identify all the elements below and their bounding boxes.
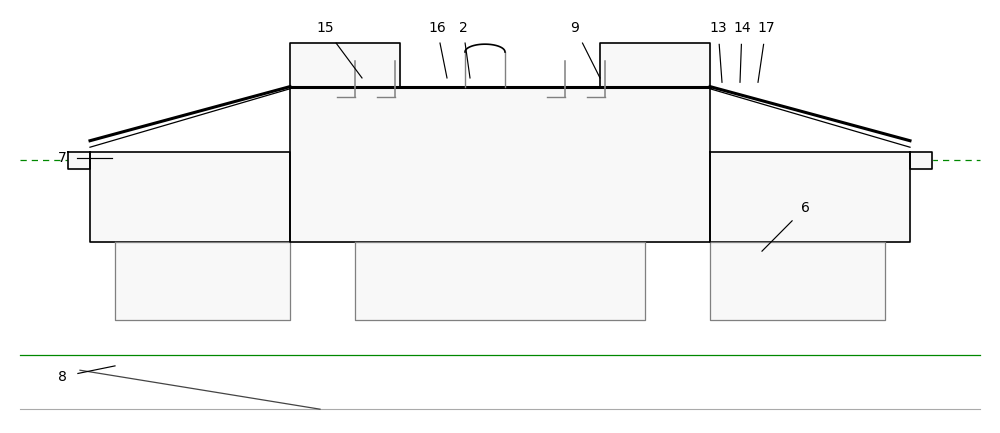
Text: 8: 8 <box>58 370 66 384</box>
Polygon shape <box>910 152 932 169</box>
Polygon shape <box>600 43 710 87</box>
Polygon shape <box>90 152 290 242</box>
Text: 17: 17 <box>757 21 775 35</box>
Polygon shape <box>115 242 290 320</box>
Text: 13: 13 <box>709 21 727 35</box>
Text: 2: 2 <box>459 21 467 35</box>
Text: 15: 15 <box>316 21 334 35</box>
Polygon shape <box>290 87 710 242</box>
Text: 6: 6 <box>801 201 809 215</box>
Polygon shape <box>68 152 90 169</box>
Polygon shape <box>355 242 645 320</box>
Text: 9: 9 <box>571 21 579 35</box>
Polygon shape <box>710 242 885 320</box>
Polygon shape <box>290 43 400 87</box>
Text: 16: 16 <box>428 21 446 35</box>
Text: 14: 14 <box>733 21 751 35</box>
Polygon shape <box>710 152 910 242</box>
Text: 7: 7 <box>58 151 66 165</box>
